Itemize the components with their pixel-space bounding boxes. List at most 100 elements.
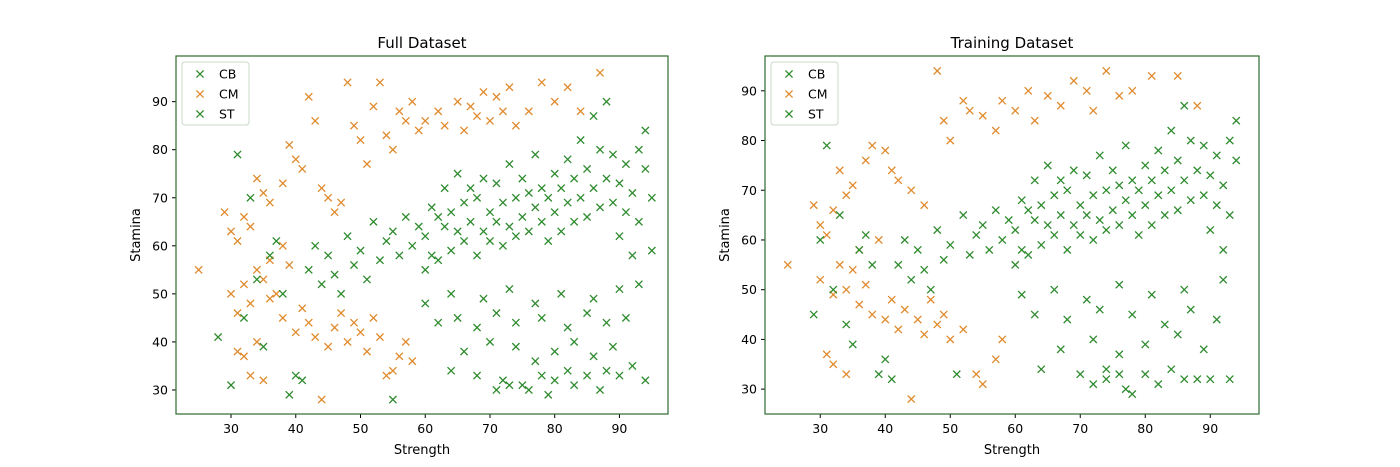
- data-point: [421, 232, 430, 241]
- data-point: [1186, 305, 1195, 314]
- data-point: [1089, 191, 1098, 200]
- data-point: [842, 320, 851, 329]
- y-tick-label: 40: [741, 332, 757, 347]
- data-point: [1141, 340, 1150, 349]
- data-point: [868, 310, 877, 319]
- series-st: [214, 97, 656, 404]
- data-point: [602, 97, 611, 106]
- data-point: [246, 193, 255, 202]
- chart-title: Training Dataset: [950, 34, 1074, 52]
- data-point: [1206, 225, 1215, 235]
- data-point: [375, 333, 384, 342]
- plot-frame: [175, 55, 669, 415]
- data-point: [641, 376, 650, 385]
- data-point: [939, 116, 948, 125]
- data-point: [233, 150, 242, 159]
- data-point: [1128, 86, 1137, 95]
- data-point: [414, 126, 423, 135]
- data-point: [291, 371, 300, 380]
- data-point: [1141, 201, 1150, 210]
- data-point: [362, 347, 372, 356]
- data-point: [1011, 260, 1020, 269]
- data-point: [1017, 245, 1026, 254]
- data-point: [939, 310, 948, 319]
- data-point: [835, 166, 844, 175]
- data-point: [1154, 191, 1163, 200]
- data-point: [965, 106, 974, 115]
- data-point: [382, 131, 391, 140]
- data-point: [1030, 116, 1039, 125]
- axis-ticks: 30 40 50 60 70 80 90 30 40 50 60 70 80 90: [741, 83, 1218, 436]
- data-point: [816, 220, 825, 230]
- data-point: [1056, 211, 1065, 220]
- data-point: [492, 217, 501, 226]
- data-point: [920, 330, 929, 339]
- data-point: [920, 201, 929, 210]
- data-point: [991, 206, 1000, 215]
- data-point: [524, 227, 533, 236]
- data-point: [395, 352, 404, 361]
- x-axis-label: Strength: [984, 443, 1040, 458]
- data-point: [226, 227, 236, 236]
- data-point: [1193, 166, 1202, 175]
- data-point: [1004, 216, 1013, 225]
- data-point: [259, 275, 268, 284]
- data-point: [589, 294, 598, 303]
- y-tick-label: 50: [741, 282, 757, 297]
- series-cb: [1017, 275, 1234, 394]
- data-point: [1108, 206, 1117, 215]
- data-point: [563, 83, 572, 92]
- y-tick-label: 70: [152, 190, 168, 205]
- data-point: [634, 280, 643, 289]
- data-point: [991, 126, 1000, 135]
- data-point: [466, 102, 475, 111]
- data-point: [939, 255, 948, 264]
- y-tick-label: 70: [741, 183, 757, 198]
- data-point: [531, 299, 540, 308]
- data-point: [1024, 86, 1033, 95]
- plot-frame: [764, 55, 1260, 415]
- data-point: [641, 126, 650, 135]
- data-point: [511, 232, 520, 241]
- x-tick-label: 60: [1007, 421, 1023, 436]
- data-point: [550, 347, 559, 356]
- data-point: [1225, 375, 1234, 384]
- data-point: [1037, 240, 1046, 250]
- data-point: [595, 145, 605, 154]
- data-point: [518, 212, 527, 222]
- data-point: [1167, 126, 1176, 135]
- data-point: [881, 355, 890, 364]
- data-point: [259, 376, 268, 385]
- data-point: [252, 275, 261, 284]
- data-point: [472, 371, 482, 380]
- data-point: [959, 325, 968, 334]
- data-point: [278, 179, 287, 188]
- data-point: [311, 333, 320, 342]
- data-point: [972, 370, 981, 379]
- data-point: [835, 260, 844, 269]
- data-point: [1121, 141, 1130, 150]
- data-point: [900, 305, 909, 314]
- data-point: [615, 371, 624, 380]
- data-point: [1115, 370, 1124, 379]
- data-point: [874, 235, 883, 245]
- data-point: [337, 309, 346, 318]
- data-point: [330, 323, 339, 332]
- data-point: [952, 370, 961, 379]
- data-point: [874, 370, 883, 379]
- data-point: [343, 232, 352, 241]
- data-point: [868, 141, 877, 150]
- data-point: [1225, 136, 1234, 145]
- data-point: [1160, 211, 1169, 220]
- data-point: [894, 325, 903, 334]
- data-point: [447, 289, 456, 298]
- data-point: [1043, 91, 1052, 100]
- data-point: [835, 211, 844, 220]
- data-point: [531, 150, 540, 159]
- data-point: [537, 371, 546, 380]
- data-point: [570, 217, 579, 226]
- chart-title: Full Dataset: [377, 34, 466, 52]
- data-point: [492, 179, 501, 188]
- data-point: [226, 289, 236, 298]
- data-point: [311, 116, 320, 125]
